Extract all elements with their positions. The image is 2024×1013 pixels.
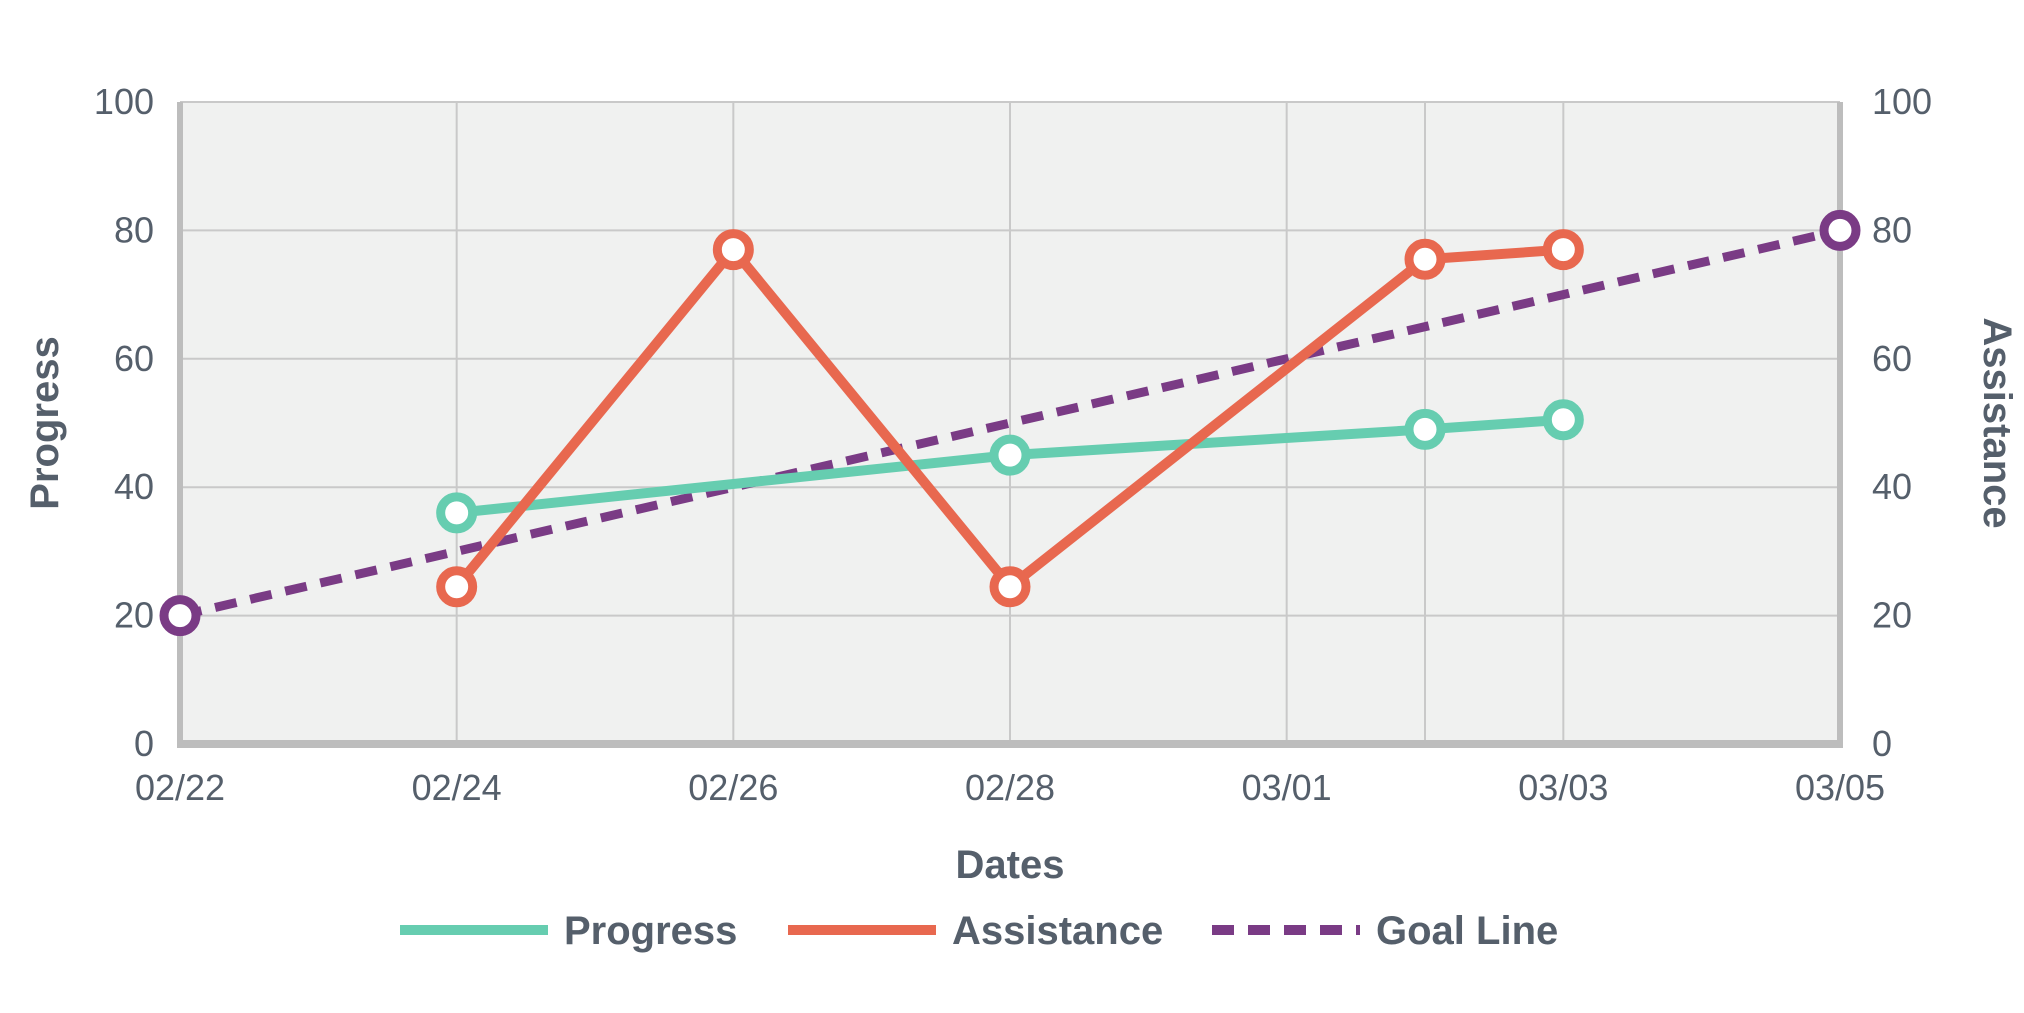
- x-tick-label: 03/05: [1795, 767, 1885, 808]
- assistance-point: [712, 229, 754, 271]
- assistance-point: [1542, 229, 1584, 271]
- y-tick-label-right: 60: [1872, 338, 1912, 379]
- y-tick-label-left: 60: [114, 338, 154, 379]
- legend-label-goal-line: Goal Line: [1376, 909, 1558, 953]
- y-tick-label-right: 20: [1872, 595, 1912, 636]
- goal-line-point: [1819, 209, 1861, 251]
- progress-point: [1542, 399, 1584, 441]
- y-axis-label-left: Progress: [23, 336, 67, 509]
- assistance-point: [1404, 238, 1446, 280]
- progress-point: [1404, 408, 1446, 450]
- y-tick-label-right: 100: [1872, 81, 1932, 122]
- y-tick-label-right: 0: [1872, 723, 1892, 764]
- series: [159, 209, 1861, 637]
- y-axis-label-right: Assistance: [1975, 317, 2019, 528]
- x-tick-label: 02/24: [412, 767, 502, 808]
- progress-point: [436, 492, 478, 534]
- y-tick-label-left: 80: [114, 209, 154, 250]
- y-tick-label-left: 100: [94, 81, 154, 122]
- legend-label-assistance: Assistance: [952, 909, 1163, 953]
- x-tick-label: 02/26: [688, 767, 778, 808]
- assistance-point: [989, 566, 1031, 608]
- y-tick-label-left: 40: [114, 466, 154, 507]
- goal-line-point: [159, 595, 201, 637]
- legend-label-progress: Progress: [564, 909, 737, 953]
- tick-labels: 0 0 20 20 40 40 60 60 80 80 100 100 02/22 02/24 02/26 0…: [94, 81, 1932, 808]
- y-tick-label-left: 20: [114, 595, 154, 636]
- axes: [177, 102, 1843, 748]
- progress-line: [456, 414, 1564, 518]
- x-axis-label: Dates: [956, 843, 1065, 887]
- y-tick-label-left: 0: [134, 723, 154, 764]
- y-tick-label-right: 80: [1872, 209, 1912, 250]
- y-tick-label-right: 40: [1872, 466, 1912, 507]
- legend: Progress Assistance Goal Line: [400, 909, 1558, 953]
- x-tick-label: 02/28: [965, 767, 1055, 808]
- progress-point: [989, 434, 1031, 476]
- x-tick-label: 03/01: [1242, 767, 1332, 808]
- x-tick-label: 02/22: [135, 767, 225, 808]
- goal-line-line: [178, 226, 1842, 620]
- assistance-point: [436, 566, 478, 608]
- x-tick-label: 03/03: [1518, 767, 1608, 808]
